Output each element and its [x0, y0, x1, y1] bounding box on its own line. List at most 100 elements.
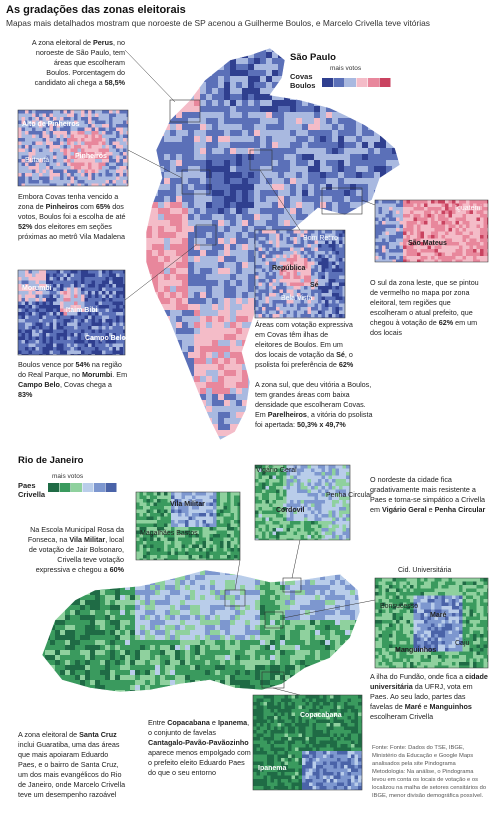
- map-cell: [218, 238, 225, 245]
- map-cell: [105, 333, 110, 337]
- map-cell: [230, 418, 237, 425]
- map-cell: [224, 304, 231, 311]
- map-cell: [98, 169, 103, 174]
- map-cell: [242, 298, 249, 305]
- map-cell: [242, 286, 249, 293]
- map-cell: [119, 336, 124, 341]
- map-cell: [49, 176, 54, 181]
- map-cell: [158, 370, 165, 377]
- map-cell: [176, 298, 183, 305]
- map-cell: [18, 333, 22, 337]
- map-cell: [146, 136, 153, 143]
- map-cell: [77, 183, 82, 186]
- map-cell: [218, 196, 225, 203]
- map-cell: [49, 301, 54, 306]
- map-cell: [200, 220, 207, 227]
- map-cell: [350, 106, 357, 113]
- map-cell: [105, 284, 110, 288]
- map-cell: [146, 76, 153, 83]
- map-cell: [248, 88, 255, 95]
- map-cell: [200, 256, 207, 263]
- map-cell: [266, 118, 273, 125]
- map-cell: [296, 136, 303, 143]
- map-cell: [339, 268, 343, 273]
- map-cell: [188, 430, 195, 437]
- map-cell: [404, 190, 410, 196]
- map-cell: [338, 88, 345, 95]
- map-cell: [386, 388, 393, 395]
- map-cell: [152, 268, 159, 275]
- connector: [124, 244, 197, 301]
- map-cell: [255, 254, 259, 259]
- map-cell: [254, 52, 261, 59]
- map-cell: [164, 124, 171, 131]
- map-cell: [304, 230, 308, 234]
- map-cell: [278, 82, 285, 89]
- map-cell: [284, 124, 291, 131]
- map-cell: [398, 262, 400, 269]
- map-cell: [164, 286, 171, 293]
- map-cell: [119, 173, 124, 177]
- map-cell: [123, 322, 125, 327]
- map-cell: [218, 376, 225, 383]
- map-cell: [314, 178, 321, 185]
- map-cell: [32, 120, 36, 125]
- map-cell: [25, 343, 29, 348]
- map-cell: [326, 142, 333, 149]
- map-cell: [398, 58, 400, 65]
- map-cell: [39, 347, 43, 351]
- map-cell: [224, 364, 231, 371]
- map-cell: [63, 326, 68, 330]
- map-cell: [91, 326, 96, 330]
- map-cell: [212, 154, 219, 161]
- map-cell: [230, 364, 237, 371]
- map-cell: [386, 70, 393, 77]
- map-cell: [254, 436, 261, 440]
- map-cell: [350, 298, 357, 305]
- map-cell: [123, 305, 125, 309]
- map-cell: [164, 430, 171, 437]
- map-cell: [362, 334, 369, 341]
- map-cell: [42, 180, 47, 184]
- map-cell: [81, 280, 85, 285]
- map-cell: [276, 233, 280, 238]
- map-cell: [146, 250, 147, 257]
- map-cell: [356, 142, 363, 149]
- map-cell: [74, 159, 78, 163]
- map-cell: [300, 282, 305, 287]
- map-cell: [109, 312, 113, 316]
- map-cell: [255, 240, 259, 245]
- map-cell: [344, 442, 350, 448]
- map-cell: [70, 134, 75, 139]
- map-cell: [335, 275, 340, 280]
- map-cell: [374, 364, 381, 371]
- map-cell: [224, 52, 231, 59]
- map-cell: [404, 406, 410, 412]
- map-cell: [164, 172, 171, 179]
- map-cell: [314, 136, 321, 143]
- map-cell: [182, 202, 189, 209]
- map-cell: [81, 354, 85, 355]
- map-cell: [332, 237, 336, 241]
- map-cell: [63, 173, 68, 177]
- map-cell: [39, 319, 43, 323]
- map-cell: [368, 40, 374, 46]
- map-cell: [98, 291, 103, 295]
- map-cell: [182, 244, 189, 251]
- map-cell: [342, 275, 345, 280]
- map-cell: [32, 113, 36, 118]
- map-cell: [218, 370, 225, 377]
- map-cell: [356, 172, 363, 179]
- map-cell: [49, 298, 54, 302]
- map-cell: [21, 284, 26, 288]
- map-cell: [272, 442, 278, 448]
- map-cell: [105, 138, 110, 142]
- map-cell: [236, 178, 243, 185]
- map-cell: [182, 178, 189, 185]
- map-cell: [356, 190, 363, 197]
- map-cell: [77, 298, 82, 302]
- map-cell: [328, 254, 333, 259]
- map-cell: [116, 113, 120, 118]
- map-cell: [109, 113, 113, 118]
- map-cell: [284, 214, 291, 221]
